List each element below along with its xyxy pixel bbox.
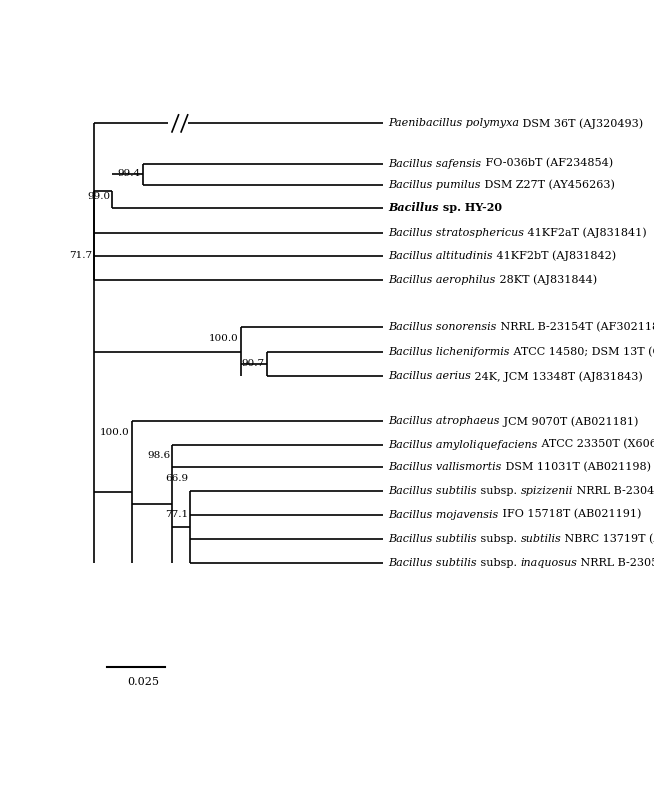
Text: IFO 15718T (AB021191): IFO 15718T (AB021191) bbox=[498, 510, 641, 520]
Text: Bacillus subtilis: Bacillus subtilis bbox=[388, 534, 477, 544]
Text: Bacillus pumilus: Bacillus pumilus bbox=[388, 180, 481, 190]
Text: 99.0: 99.0 bbox=[87, 192, 110, 201]
Text: 100.0: 100.0 bbox=[209, 333, 239, 343]
Text: DSM 11031T (AB021198): DSM 11031T (AB021198) bbox=[502, 462, 651, 472]
Text: inaquosus: inaquosus bbox=[521, 559, 577, 568]
Text: Bacillus safensis: Bacillus safensis bbox=[388, 159, 481, 168]
Text: Bacillus altitudinis: Bacillus altitudinis bbox=[388, 251, 493, 261]
Text: Bacillus stratosphericus: Bacillus stratosphericus bbox=[388, 228, 525, 238]
Text: 100.0: 100.0 bbox=[99, 428, 129, 437]
Text: 90.7: 90.7 bbox=[241, 359, 264, 368]
Text: Bacillus vallismortis: Bacillus vallismortis bbox=[388, 462, 502, 472]
Text: 0.025: 0.025 bbox=[128, 677, 160, 687]
Text: subtilis: subtilis bbox=[521, 534, 561, 544]
Text: NRRL B-23052T (EU138467): NRRL B-23052T (EU138467) bbox=[577, 558, 654, 568]
Text: subsp.: subsp. bbox=[477, 486, 521, 496]
Text: Bacillus subtilis: Bacillus subtilis bbox=[388, 559, 477, 568]
Text: Paenibacillus polymyxa: Paenibacillus polymyxa bbox=[388, 118, 519, 129]
Text: 71.7: 71.7 bbox=[69, 251, 92, 261]
Text: 28KT (AJ831844): 28KT (AJ831844) bbox=[496, 274, 597, 285]
Text: Bacillus aerius: Bacillus aerius bbox=[388, 371, 472, 382]
Text: ATCC 14580; DSM 13T (CP000002): ATCC 14580; DSM 13T (CP000002) bbox=[510, 347, 654, 357]
Text: Bacillus mojavensis: Bacillus mojavensis bbox=[388, 510, 498, 520]
Text: 66.9: 66.9 bbox=[165, 473, 188, 483]
Text: FO-036bT (AF234854): FO-036bT (AF234854) bbox=[481, 158, 613, 169]
Text: NBRC 13719T (AB271744): NBRC 13719T (AB271744) bbox=[561, 534, 654, 544]
Text: Bacillus subtilis: Bacillus subtilis bbox=[388, 486, 477, 496]
Text: NRRL B-23154T (AF302118): NRRL B-23154T (AF302118) bbox=[497, 322, 654, 333]
Text: sp. HY-20: sp. HY-20 bbox=[439, 202, 502, 213]
Text: subsp.: subsp. bbox=[477, 534, 521, 544]
Text: 77.1: 77.1 bbox=[165, 510, 188, 519]
Text: 98.6: 98.6 bbox=[147, 451, 171, 460]
Text: Bacillus sonorensis: Bacillus sonorensis bbox=[388, 322, 497, 332]
Text: DSM Z27T (AY456263): DSM Z27T (AY456263) bbox=[481, 180, 615, 190]
Text: Bacillus licheniformis: Bacillus licheniformis bbox=[388, 347, 510, 357]
Text: subsp.: subsp. bbox=[477, 559, 521, 568]
Text: Bacillus atrophaeus: Bacillus atrophaeus bbox=[388, 416, 500, 427]
Text: Bacillus aerophilus: Bacillus aerophilus bbox=[388, 275, 496, 284]
Text: Bacillus amyloliquefaciens: Bacillus amyloliquefaciens bbox=[388, 439, 538, 450]
Text: 41KF2bT (AJ831842): 41KF2bT (AJ831842) bbox=[493, 250, 616, 261]
Text: 99.4: 99.4 bbox=[117, 169, 140, 179]
Text: JCM 9070T (AB021181): JCM 9070T (AB021181) bbox=[500, 416, 638, 427]
Text: DSM 36T (AJ320493): DSM 36T (AJ320493) bbox=[519, 118, 644, 129]
Text: ATCC 23350T (X60605): ATCC 23350T (X60605) bbox=[538, 439, 654, 450]
Text: Bacillus: Bacillus bbox=[388, 202, 439, 213]
Text: 41KF2aT (AJ831841): 41KF2aT (AJ831841) bbox=[525, 228, 647, 238]
Text: 24K, JCM 13348T (AJ831843): 24K, JCM 13348T (AJ831843) bbox=[472, 371, 643, 382]
Text: spizizenii: spizizenii bbox=[521, 486, 573, 496]
Text: NRRL B-23049T (AF074970): NRRL B-23049T (AF074970) bbox=[573, 486, 654, 496]
